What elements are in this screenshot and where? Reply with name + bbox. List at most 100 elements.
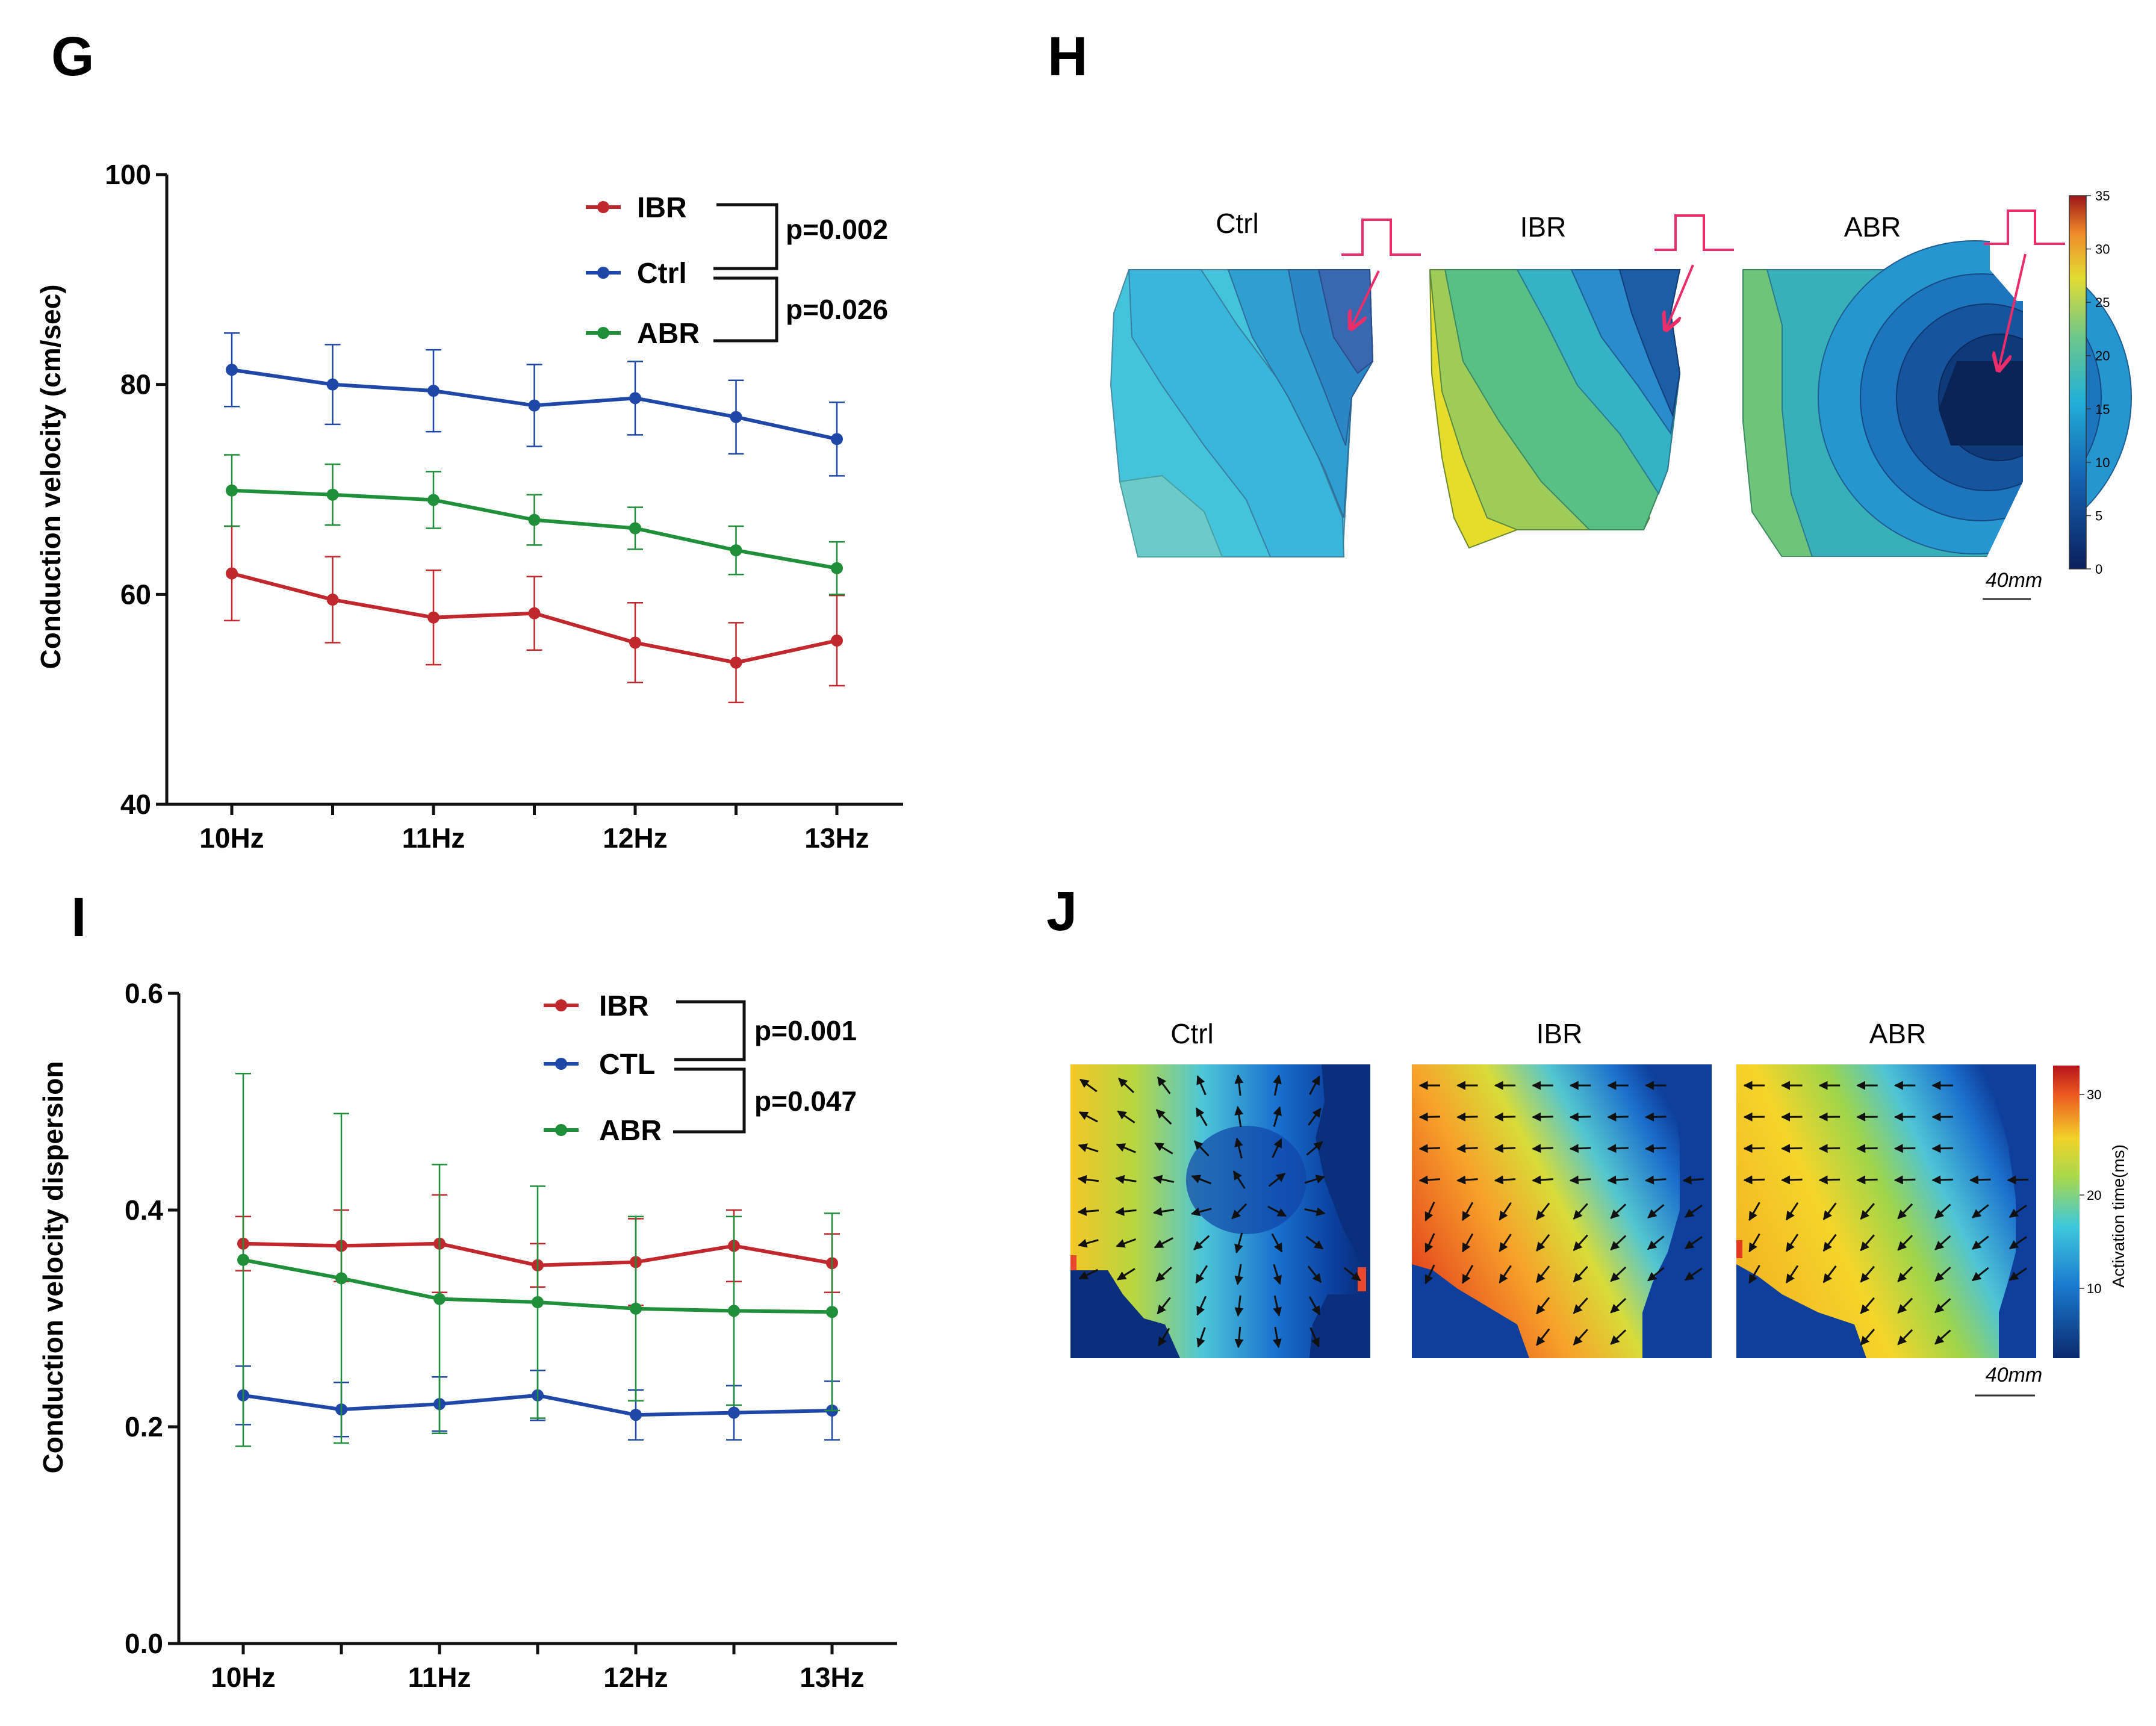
y-tick-label: 0.0 xyxy=(125,1628,163,1659)
chart-g: Conduction velocity (cm/sec) 40608010010… xyxy=(35,159,903,854)
chart-g-pvalue-1: p=0.002 xyxy=(786,214,888,245)
colorbar-tick-label: 35 xyxy=(2095,188,2110,203)
activation-arrow xyxy=(1933,1148,1953,1149)
activation-arrow xyxy=(1933,1179,1953,1180)
colorbar-tick-label: 0 xyxy=(2095,562,2102,577)
data-point xyxy=(730,657,742,669)
legend-item-abr: ABR xyxy=(544,1115,662,1147)
legend-item-ctl: CTL xyxy=(544,1049,655,1081)
activation-map-abr xyxy=(1736,1064,2036,1358)
activation-arrow xyxy=(1895,1179,1915,1180)
colorbar-tick-label: 15 xyxy=(2095,402,2110,417)
panel-h-title-ctrl: Ctrl xyxy=(1216,208,1259,239)
activation-arrow xyxy=(1782,1179,1803,1180)
data-point xyxy=(327,379,339,391)
x-tick-label: 13Hz xyxy=(804,822,869,854)
panel-j-colorbar xyxy=(2053,1066,2080,1358)
data-point xyxy=(327,594,339,606)
data-point xyxy=(730,411,742,423)
chart-g-legend: IBR Ctrl ABR xyxy=(586,192,700,350)
panel-letter-g: G xyxy=(51,26,95,87)
data-point xyxy=(433,1293,446,1305)
activation-arrow xyxy=(1782,1148,1803,1149)
legend-label-ctrl: Ctrl xyxy=(637,258,687,290)
legend-item-ctrl: Ctrl xyxy=(586,258,687,290)
data-point xyxy=(226,485,238,497)
activation-arrow xyxy=(1420,1148,1440,1149)
data-point xyxy=(630,1409,642,1421)
x-tick-label: 10Hz xyxy=(211,1662,275,1693)
activation-arrow xyxy=(1744,1148,1765,1149)
colorbar-tick-label: 10 xyxy=(2087,1281,2101,1296)
panel-letter-i: I xyxy=(71,887,87,948)
data-point xyxy=(226,567,238,579)
panel-j-title-abr: ABR xyxy=(1869,1018,1927,1049)
legend-label-ctl: CTL xyxy=(599,1049,655,1081)
chart-g-ylabel: Conduction velocity (cm/sec) xyxy=(35,284,66,669)
panel-j-title-ctrl: Ctrl xyxy=(1170,1018,1214,1049)
colorbar-tick-label: 20 xyxy=(2095,349,2110,364)
data-point xyxy=(427,494,440,506)
activation-arrow xyxy=(1819,1148,1840,1149)
activation-arrow xyxy=(1645,1148,1666,1149)
x-tick-label: 11Hz xyxy=(402,822,465,854)
data-point xyxy=(529,400,541,412)
series-abr xyxy=(235,1073,840,1446)
activation-map-ctrl xyxy=(1070,1064,1370,1358)
data-point xyxy=(630,1303,642,1315)
panel-h-title-ibr: IBR xyxy=(1520,211,1567,243)
colorbar-tick-label: 5 xyxy=(2095,508,2102,523)
chart-i-ylabel: Conduction velocity dispersion xyxy=(37,1061,69,1474)
legend-label-abr: ABR xyxy=(599,1115,662,1147)
legend-item-ibr: IBR xyxy=(586,192,687,224)
data-point xyxy=(831,562,843,574)
panel-h-colorbar xyxy=(2069,196,2086,569)
panel-j-colorbar-label: Activation time(ms) xyxy=(2109,1144,2128,1288)
activation-arrow xyxy=(1857,1148,1878,1149)
data-point xyxy=(730,544,742,556)
y-tick-label: 0.6 xyxy=(125,978,163,1009)
data-point xyxy=(427,612,440,624)
x-tick-label: 12Hz xyxy=(603,822,667,854)
chart-i-pvalue-1: p=0.001 xyxy=(754,1015,857,1046)
panel-j-title-ibr: IBR xyxy=(1536,1018,1583,1049)
isochrone-map-ctrl xyxy=(1111,270,1373,557)
colorbar-tick-label: 20 xyxy=(2087,1188,2101,1203)
data-point xyxy=(629,637,641,649)
panel-h: Ctrl IBR ABR xyxy=(1111,188,2131,599)
panel-letter-h: H xyxy=(1048,26,1087,87)
data-point xyxy=(629,392,641,404)
x-tick-label: 11Hz xyxy=(408,1662,471,1693)
legend-label-abr: ABR xyxy=(637,318,700,350)
data-point xyxy=(529,607,541,619)
isochrone-map-ibr xyxy=(1430,270,1680,548)
panel-j-scale-label: 40mm xyxy=(1986,1364,2042,1386)
legend-item-ibr: IBR xyxy=(544,990,649,1022)
legend-label-ibr: IBR xyxy=(599,990,649,1022)
activation-arrow xyxy=(1533,1148,1553,1149)
panel-letter-j: J xyxy=(1046,881,1077,942)
activation-arrow xyxy=(1895,1148,1915,1149)
data-point xyxy=(831,433,843,445)
activation-arrow xyxy=(1970,1179,1990,1180)
legend-label-ibr: IBR xyxy=(637,192,687,224)
activation-arrow xyxy=(1857,1179,1878,1180)
data-point xyxy=(728,1407,740,1419)
data-point xyxy=(237,1254,249,1266)
chart-i-legend: IBR CTL ABR xyxy=(544,990,662,1147)
activation-map-ibr xyxy=(1412,1064,1712,1358)
chart-g-significance xyxy=(713,205,777,341)
data-point xyxy=(427,385,440,397)
panel-h-scale-label: 40mm xyxy=(1986,569,2042,592)
data-point xyxy=(831,635,843,647)
data-point xyxy=(335,1272,347,1284)
data-point xyxy=(226,364,238,376)
y-tick-label: 80 xyxy=(120,369,151,400)
chart-i-pvalue-2: p=0.047 xyxy=(754,1085,857,1117)
activation-arrow xyxy=(1570,1148,1591,1149)
series-ctrl xyxy=(224,333,845,476)
